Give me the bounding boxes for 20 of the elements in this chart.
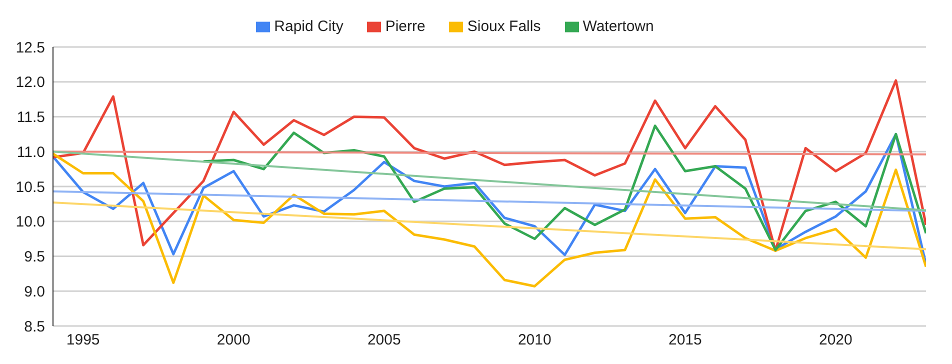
x-tick-label: 2005 (367, 332, 401, 349)
y-tick-label: 11.5 (16, 109, 45, 126)
y-tick-label: 10.0 (16, 214, 45, 231)
y-tick-label: 8.5 (24, 318, 45, 336)
legend-label: Sioux Falls (467, 18, 541, 35)
x-tick-label: 2010 (518, 332, 552, 349)
y-tick-label: 10.5 (16, 178, 45, 196)
legend-label: Watertown (582, 18, 654, 35)
x-tick-label: 1995 (66, 332, 100, 349)
y-tick-label: 9.5 (24, 248, 45, 266)
y-tick-label: 9.0 (24, 283, 45, 300)
legend-label: Rapid City (274, 18, 344, 35)
x-tick-label: 2000 (216, 332, 250, 349)
y-tick-label: 12.0 (16, 74, 45, 92)
y-tick-label: 12.5 (16, 39, 45, 56)
line-series (53, 152, 926, 288)
x-tick-label: 2015 (668, 332, 702, 349)
legend-label: Pierre (385, 18, 426, 35)
y-tick-label: 11.0 (16, 144, 45, 161)
x-tick-label: 2020 (819, 332, 852, 349)
